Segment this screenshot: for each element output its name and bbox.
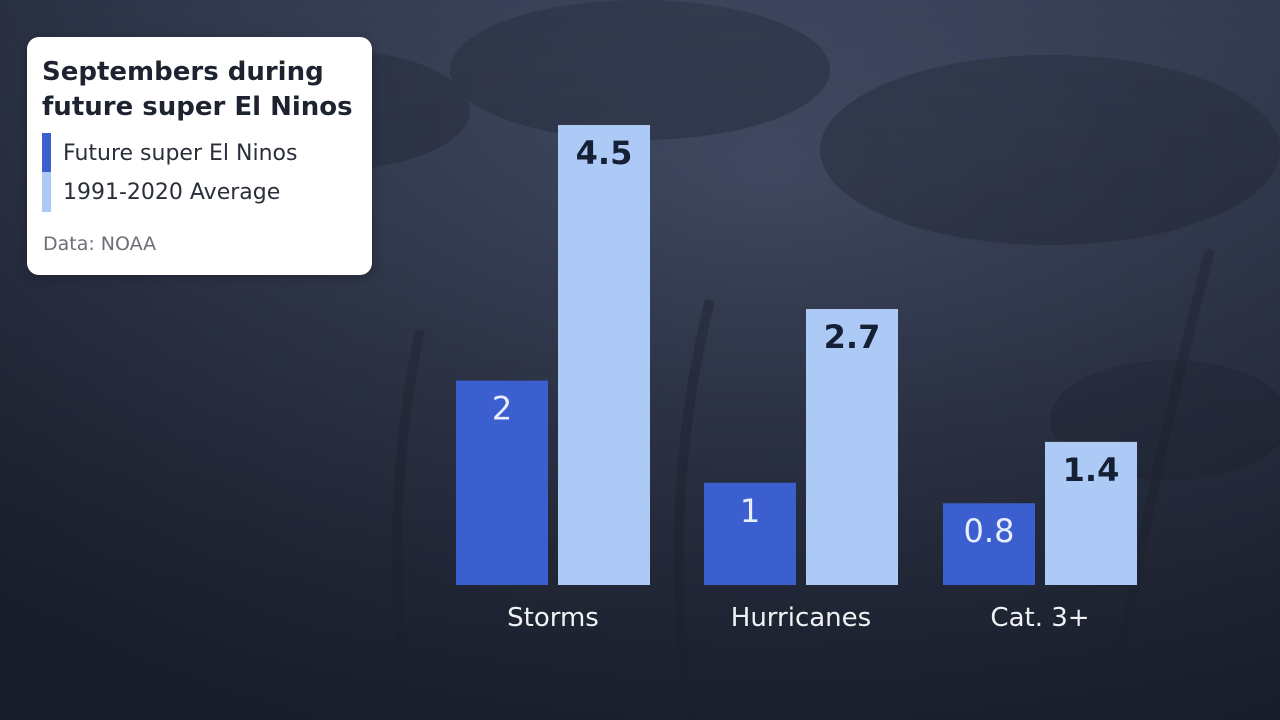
bar-future-2 bbox=[943, 503, 1035, 585]
legend-label-future: Future super El Ninos bbox=[63, 140, 298, 166]
data-label-future-1: 1 bbox=[740, 492, 760, 530]
category-label-0: Storms bbox=[507, 603, 599, 633]
data-label-future-0: 2 bbox=[492, 390, 512, 428]
bar-average-2 bbox=[1045, 441, 1137, 585]
legend-item-future: Future super El Ninos bbox=[42, 133, 298, 173]
data-source: Data: NOAA bbox=[43, 233, 157, 255]
chart-title: Septembers during future super El Ninos bbox=[42, 57, 353, 122]
legend-swatch-average bbox=[42, 172, 51, 212]
data-label-average-2: 1.4 bbox=[1063, 451, 1120, 489]
category-label-2: Cat. 3+ bbox=[990, 603, 1089, 633]
bar-future-0 bbox=[456, 380, 548, 585]
category-label-1: Hurricanes bbox=[731, 603, 871, 633]
bar-average-0 bbox=[558, 125, 650, 585]
data-label-future-2: 0.8 bbox=[964, 512, 1015, 550]
data-label-average-0: 4.5 bbox=[576, 134, 633, 172]
bar-average-1 bbox=[806, 309, 898, 585]
data-label-average-1: 2.7 bbox=[824, 318, 881, 356]
legend-item-average: 1991-2020 Average bbox=[42, 172, 281, 212]
legend-label-average: 1991-2020 Average bbox=[63, 179, 281, 205]
bar-future-1 bbox=[704, 482, 796, 585]
legend-card: Septembers during future super El Ninos … bbox=[27, 37, 372, 275]
legend-swatch-future bbox=[42, 133, 51, 173]
